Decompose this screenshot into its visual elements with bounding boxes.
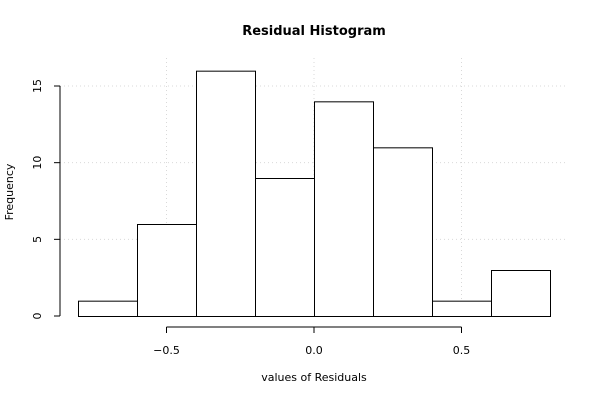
histogram-bar (432, 300, 492, 317)
histogram-bar (137, 224, 197, 317)
y-axis-label: Frequency (3, 163, 16, 220)
histogram-bar (373, 147, 433, 317)
x-axis-label: values of Residuals (261, 371, 367, 384)
histogram-bars (78, 70, 551, 318)
y-tick-label: 5 (31, 236, 44, 243)
histogram-bar (314, 101, 374, 318)
histogram-bar (196, 70, 256, 317)
x-tick-label: 0.0 (305, 344, 323, 357)
histogram-bar (78, 300, 138, 317)
x-axis: −0.5 0.0 0.5 (153, 326, 471, 357)
x-tick-label: −0.5 (153, 344, 180, 357)
y-tick-label: 10 (31, 156, 44, 170)
chart-title: Residual Histogram (242, 24, 386, 39)
histogram-bar (491, 270, 551, 317)
histogram-bar (255, 178, 315, 317)
x-tick-label: 0.5 (453, 344, 471, 357)
y-tick-label: 15 (31, 79, 44, 93)
y-axis: 0 5 10 15 (31, 79, 61, 320)
y-tick-label: 0 (31, 313, 44, 320)
